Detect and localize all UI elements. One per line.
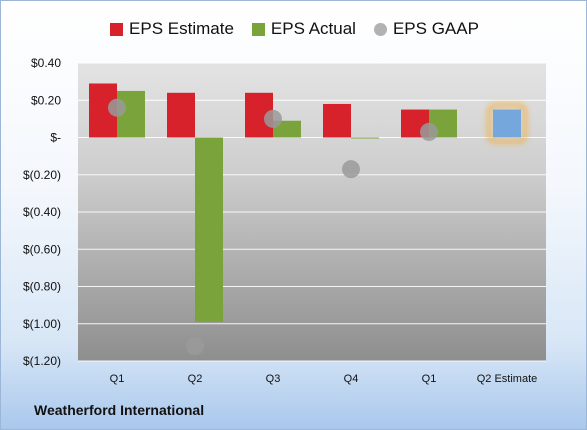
bar-eps-estimate [167,92,195,138]
y-tick-label: $(0.20) [23,168,61,182]
legend-item-eps-actual: EPS Actual [251,19,356,39]
legend-item-eps-estimate: EPS Estimate [110,19,234,39]
legend-swatch-actual [251,22,265,36]
y-tick-label: $(0.80) [23,280,61,294]
x-tick-label: Q2 Estimate [477,373,538,385]
legend: EPS Estimate EPS Actual EPS GAAP [1,17,586,41]
dot-eps-gaap [342,160,360,179]
bar-eps-actual [351,137,379,139]
x-tick-label: Q3 [266,373,281,385]
y-tick-label: $0.40 [31,56,61,70]
legend-swatch-estimate [110,22,124,36]
dot-eps-gaap [420,122,438,141]
company-name: Weatherford International [34,402,205,418]
legend-swatch-gaap [373,22,387,36]
x-tick-label: Q1 [110,373,125,385]
y-tick-label: $0.20 [31,93,61,107]
legend-item-eps-gaap: EPS GAAP [373,19,479,39]
future-estimate-glow [487,103,527,144]
legend-label-estimate: EPS Estimate [129,19,234,38]
y-tick-label: $- [50,131,61,145]
bar-eps-actual [195,137,223,322]
x-tick-label: Q1 [422,373,437,385]
bar-eps-future-estimate [493,109,521,138]
dot-eps-gaap [186,337,204,356]
dot-eps-gaap [108,98,126,117]
y-tick-label: $(0.40) [23,205,61,219]
y-tick-label: $(0.60) [23,242,61,256]
y-tick-label: $(1.00) [23,317,61,331]
dot-eps-gaap [264,109,282,128]
x-tick-label: Q2 [188,373,203,385]
x-tick-label: Q4 [344,373,359,385]
bar-eps-actual [273,120,301,138]
y-tick-label: $(1.20) [23,354,61,368]
legend-label-gaap: EPS GAAP [392,19,479,38]
bar-eps-estimate [323,103,351,138]
legend-label-actual: EPS Actual [270,19,356,38]
